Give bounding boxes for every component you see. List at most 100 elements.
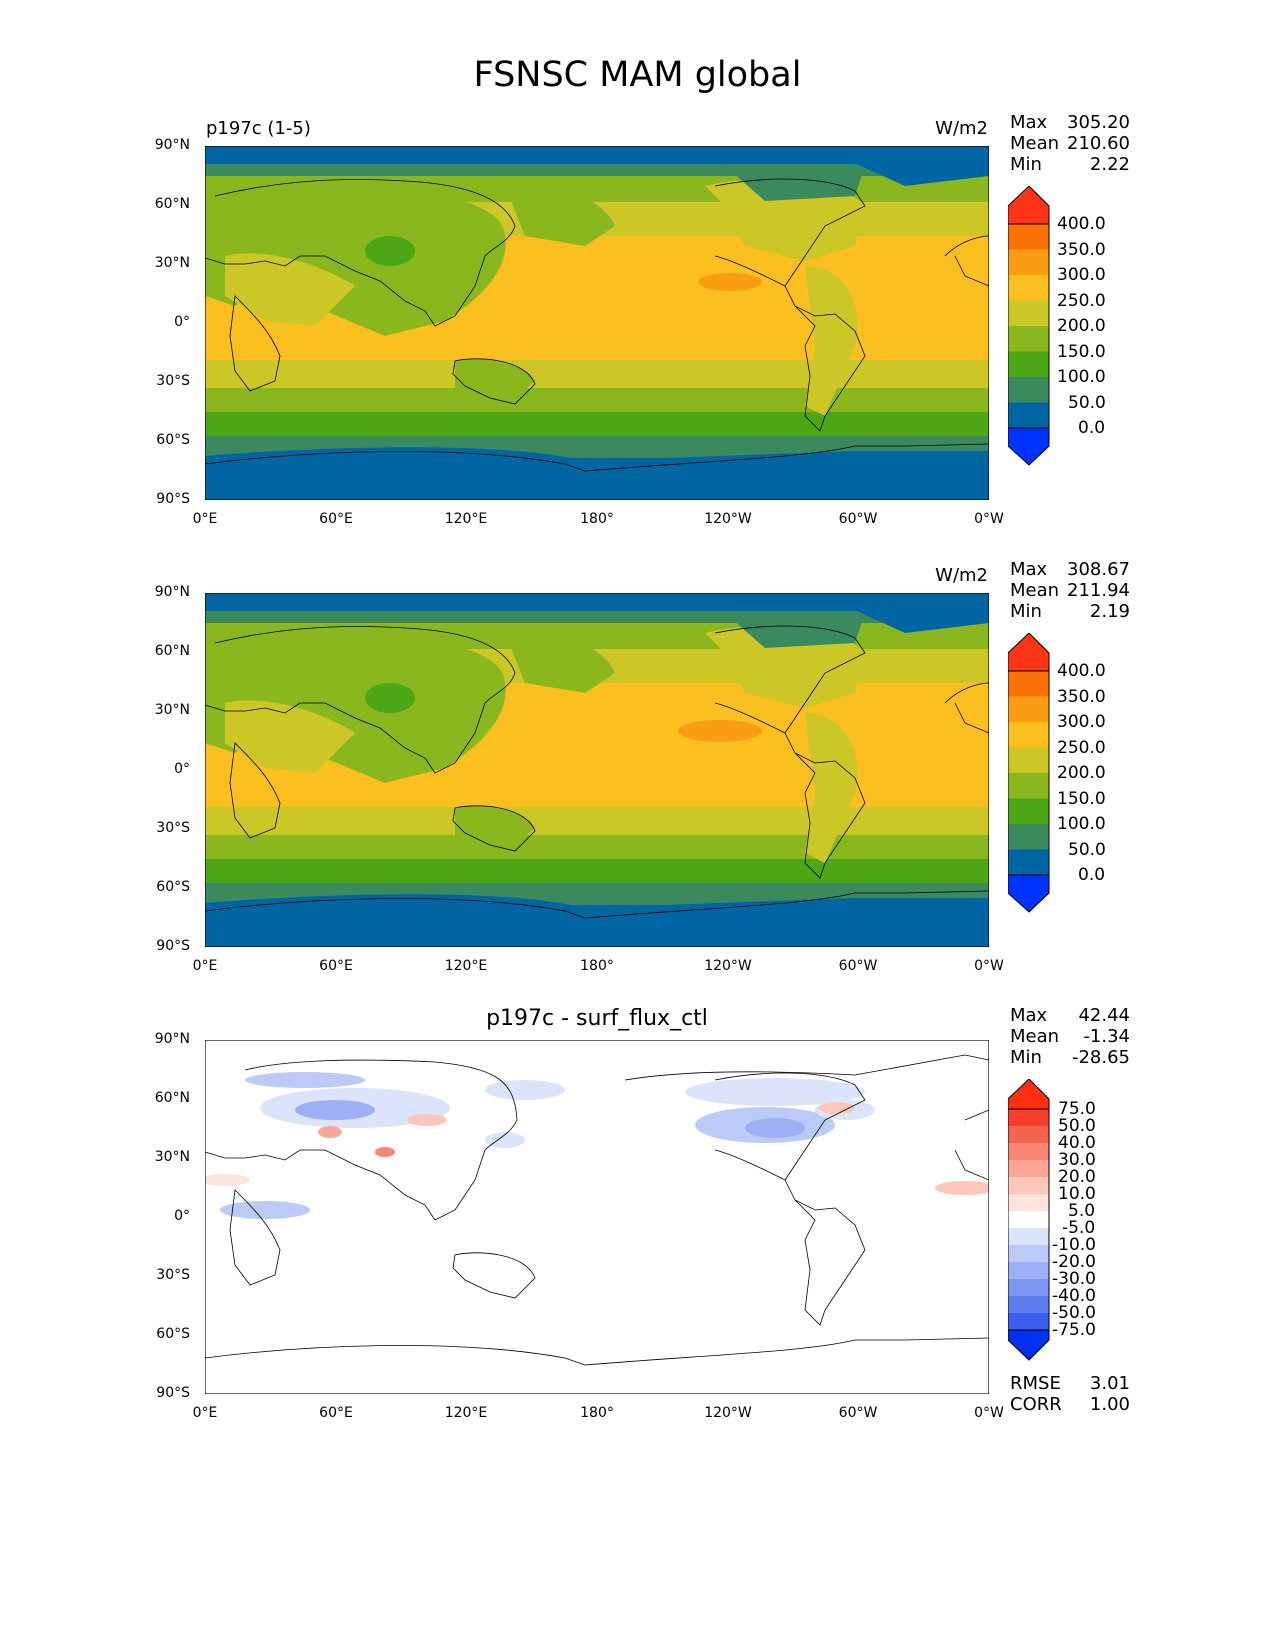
panel-3-lon-tick: 0°E xyxy=(192,1405,218,1421)
panel-1-lon-tick: 120°W xyxy=(704,511,752,527)
panel-1-cbar-label: 300.0 xyxy=(1057,265,1106,285)
panel-1-lon-tick: 0°E xyxy=(192,511,218,527)
panel-1-cbar-label: 150.0 xyxy=(1057,342,1106,362)
panel-3-cbar-label: -30.0 xyxy=(1052,1269,1096,1289)
panel-3-cbar-label: 50.0 xyxy=(1058,1116,1096,1136)
panel-3-lat-tick: 90°N xyxy=(154,1031,190,1047)
panel-2-min-label: Min xyxy=(1010,601,1042,622)
panel-2-lon-tick: 120°W xyxy=(704,958,752,974)
panel-3-cbar-label: -20.0 xyxy=(1052,1252,1096,1272)
panel-3-coastlines xyxy=(205,1054,989,1366)
corr-label: CORR xyxy=(1010,1394,1062,1415)
panel-3-cbar-label: -50.0 xyxy=(1052,1303,1096,1323)
panel-3-cbar-label: 10.0 xyxy=(1058,1184,1096,1204)
panel-3-lon-tick: 120°E xyxy=(444,1405,488,1421)
panel-3-lat-tick: 30°S xyxy=(156,1267,190,1283)
panel-1-cbar-label: 50.0 xyxy=(1068,393,1106,413)
panel-3-lon-tick: 120°W xyxy=(704,1405,752,1421)
panel-2-cbar-label: 0.0 xyxy=(1078,865,1106,885)
panel-3-cbar-label: 30.0 xyxy=(1058,1150,1096,1170)
panel-1-lon-tick: 60°W xyxy=(838,511,878,527)
figure-title: FSNSC MAM global xyxy=(473,55,802,95)
panel-1-lon-tick: 60°E xyxy=(319,511,353,527)
panel-3-cbar-label: -40.0 xyxy=(1052,1286,1096,1306)
panel-2-cbar-label: 50.0 xyxy=(1068,840,1106,860)
rmse-label: RMSE xyxy=(1010,1373,1061,1394)
panel-2-mean-label: Mean xyxy=(1010,580,1060,601)
panel-2-cbar-label: 150.0 xyxy=(1057,789,1106,809)
panel-1-map xyxy=(205,146,989,500)
panel-2-max-label: Max xyxy=(1010,559,1048,580)
panel-3-min-value: -28.65 xyxy=(1071,1047,1130,1068)
panel-2-lat-tick: 30°N xyxy=(154,702,190,718)
panel-2-lat-tick: 60°S xyxy=(156,879,190,895)
panel-2-lat-tick: 60°N xyxy=(154,643,190,659)
panel-2-lat-tick: 30°S xyxy=(156,820,190,836)
panel-3-lon-tick: 60°E xyxy=(319,1405,353,1421)
panel-1-lat-tick: 90°N xyxy=(154,137,190,153)
panel-1-lat-tick: 60°S xyxy=(156,432,190,448)
panel-1-cbar-label: 200.0 xyxy=(1057,316,1106,336)
panel-2-lat-tick: 90°N xyxy=(154,584,190,600)
panel-3-lat-tick: 30°N xyxy=(154,1149,190,1165)
panel-2-max-value: 308.67 xyxy=(1067,559,1130,580)
panel-3-map xyxy=(205,1040,989,1394)
panel-1-max-label: Max xyxy=(1010,112,1048,133)
panel-1-field xyxy=(205,146,989,500)
panel-1-lat-tick: 90°S xyxy=(156,491,190,507)
panel-1-units: W/m2 xyxy=(935,118,988,139)
panel-1-lat-tick: 30°S xyxy=(156,373,190,389)
panel-3-mean-value: -1.34 xyxy=(1083,1026,1130,1047)
panel-2-cbar-label: 300.0 xyxy=(1057,712,1106,732)
panel-1-mean-value: 210.60 xyxy=(1067,133,1130,154)
panel-3-cbar-label: 40.0 xyxy=(1058,1133,1096,1153)
panel-2-cbar-label: 350.0 xyxy=(1057,687,1106,707)
panel-3-cbar-label: -75.0 xyxy=(1052,1320,1096,1340)
panel-3-cbar-label: -5.0 xyxy=(1062,1218,1096,1238)
panel-2-lon-tick: 180° xyxy=(580,958,614,974)
panel-1-cbar-label: 250.0 xyxy=(1057,291,1106,311)
panel-2-lon-tick: 0°W xyxy=(974,958,1004,974)
panel-3-max-value: 42.44 xyxy=(1078,1005,1130,1026)
panel-3-lat-tick: 60°S xyxy=(156,1326,190,1342)
panel-3-lon-tick: 0°W xyxy=(974,1405,1004,1421)
panel-1-min-value: 2.22 xyxy=(1089,154,1130,175)
panel-3-title: p197c - surf_flux_ctl xyxy=(486,1006,708,1031)
panel-2-colorbar xyxy=(1008,633,1050,913)
panel-1-lat-tick: 0° xyxy=(174,314,190,330)
panel-1-cbar-label: 400.0 xyxy=(1057,214,1106,234)
panel-2-mean-value: 211.94 xyxy=(1067,580,1130,601)
panel-1-cbar-label: 100.0 xyxy=(1057,367,1106,387)
panel-3-lat-tick: 0° xyxy=(174,1208,190,1224)
panel-3-lon-tick: 180° xyxy=(580,1405,614,1421)
panel-2-field xyxy=(205,593,989,947)
panel-3-colorbar xyxy=(1008,1079,1050,1361)
panel-2-coastlines xyxy=(205,625,989,919)
panel-2-lat-tick: 0° xyxy=(174,761,190,777)
panel-3-lat-tick: 60°N xyxy=(154,1090,190,1106)
panel-1-label: p197c (1-5) xyxy=(206,118,311,139)
panel-3-min-label: Min xyxy=(1010,1047,1042,1068)
panel-3-lon-tick: 60°W xyxy=(838,1405,878,1421)
panel-2-map xyxy=(205,593,989,947)
panel-2-lon-tick: 60°W xyxy=(838,958,878,974)
panel-3-cbar-label: 5.0 xyxy=(1068,1201,1096,1221)
panel-2-lon-tick: 120°E xyxy=(444,958,488,974)
panel-3-max-label: Max xyxy=(1010,1005,1048,1026)
panel-1-cbar-label: 0.0 xyxy=(1078,418,1106,438)
panel-2-lon-tick: 0°E xyxy=(192,958,218,974)
panel-1-colorbar xyxy=(1008,186,1050,466)
panel-2-lat-tick: 90°S xyxy=(156,938,190,954)
panel-1-lon-tick: 0°W xyxy=(974,511,1004,527)
panel-2-cbar-label: 400.0 xyxy=(1057,661,1106,681)
panel-1-lon-tick: 120°E xyxy=(444,511,488,527)
panel-1-coastlines xyxy=(205,178,989,472)
panel-3-lat-tick: 90°S xyxy=(156,1385,190,1401)
rmse-value: 3.01 xyxy=(1089,1373,1130,1394)
corr-value: 1.00 xyxy=(1089,1394,1130,1415)
panel-3-mean-label: Mean xyxy=(1010,1026,1060,1047)
panel-1-lat-tick: 60°N xyxy=(154,196,190,212)
panel-1-mean-label: Mean xyxy=(1010,133,1060,154)
panel-2-lon-tick: 60°E xyxy=(319,958,353,974)
panel-2-cbar-label: 250.0 xyxy=(1057,738,1106,758)
